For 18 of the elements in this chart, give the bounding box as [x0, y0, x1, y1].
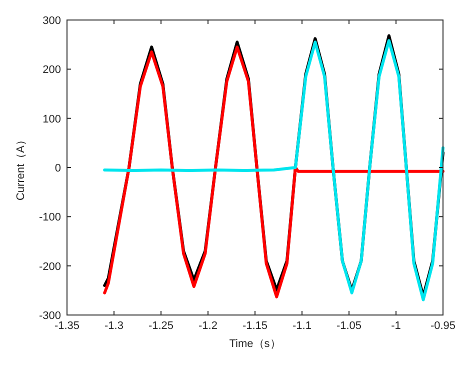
x-tick-label: -1.25: [148, 320, 174, 332]
x-axis-title: Time（s）: [229, 338, 281, 350]
y-tick-label: -200: [38, 260, 61, 273]
y-tick-label: 0: [54, 162, 61, 174]
y-tick-label: 200: [42, 64, 61, 76]
x-tick-label: -1.3: [104, 320, 124, 332]
x-tick-label: -1.05: [336, 320, 362, 332]
y-tick-label: 100: [42, 113, 61, 126]
x-tick-label: -1.35: [54, 320, 80, 332]
y-tick-label: -300: [38, 310, 61, 322]
y-tick-label: -100: [38, 212, 61, 224]
y-axis-title: Current（A）: [15, 134, 27, 201]
x-tick-label: -1.15: [242, 320, 268, 332]
x-tick-label: -0.95: [430, 320, 456, 332]
x-tick-label: -1: [391, 320, 401, 332]
y-tick-label: 300: [42, 15, 61, 27]
x-tick-label: -1.2: [198, 320, 218, 332]
x-tick-label: -1.1: [292, 320, 312, 332]
